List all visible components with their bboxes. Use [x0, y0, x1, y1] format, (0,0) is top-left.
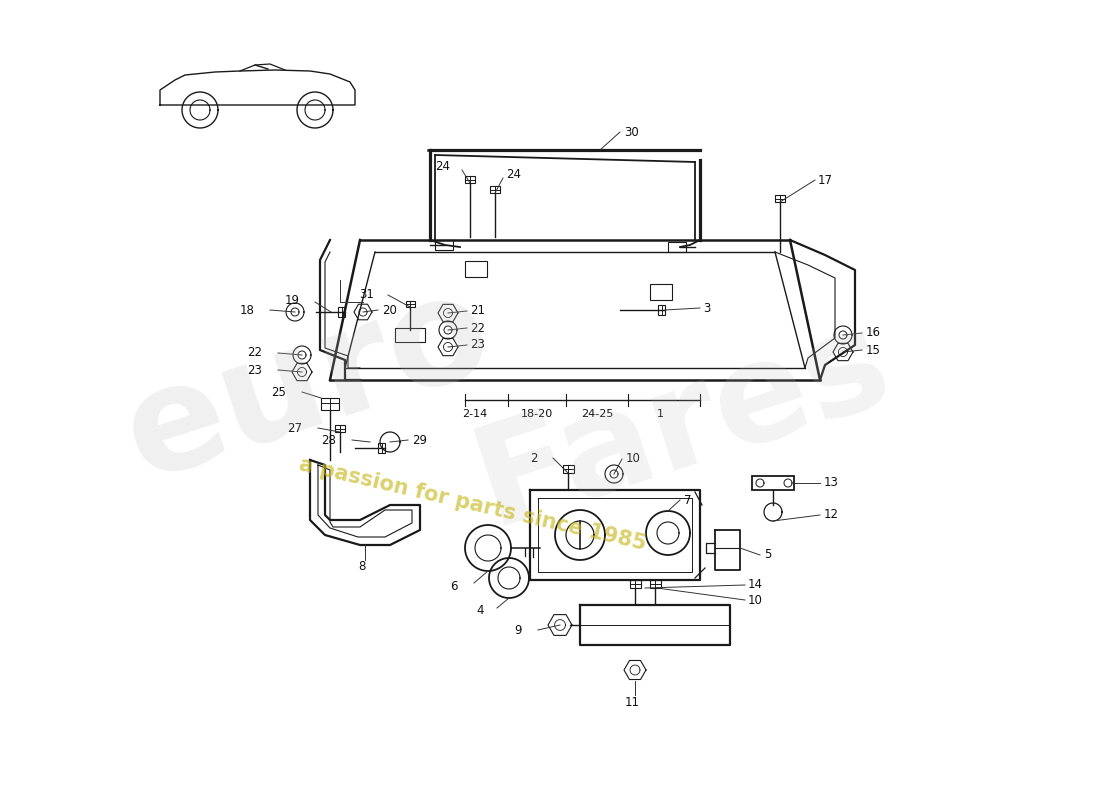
Text: 25: 25	[271, 386, 286, 398]
Text: 18-20: 18-20	[521, 409, 553, 419]
Text: 24: 24	[506, 169, 521, 182]
Bar	[650, 284, 672, 300]
Text: 3: 3	[703, 302, 711, 314]
Text: 9: 9	[515, 623, 522, 637]
Bar	[406, 301, 415, 307]
Bar	[649, 580, 660, 588]
Bar	[321, 398, 339, 410]
Text: 6: 6	[451, 581, 458, 594]
Bar	[629, 580, 640, 588]
Text: 11: 11	[625, 695, 639, 709]
Text: 2: 2	[530, 451, 538, 465]
Text: 4: 4	[476, 605, 484, 618]
Text: 10: 10	[626, 453, 641, 466]
Bar	[752, 476, 794, 490]
Bar	[378, 443, 385, 453]
Text: 2-14: 2-14	[462, 409, 487, 419]
Bar	[776, 195, 785, 202]
Bar	[465, 261, 487, 277]
Text: 13: 13	[824, 477, 839, 490]
Text: 27: 27	[287, 422, 303, 434]
Bar	[668, 242, 686, 252]
Text: 14: 14	[748, 578, 763, 591]
Text: euro: euro	[108, 259, 508, 509]
Text: 22: 22	[470, 322, 485, 334]
Text: 18: 18	[240, 303, 255, 317]
Text: 30: 30	[624, 126, 639, 138]
Text: 23: 23	[248, 363, 262, 377]
Text: 17: 17	[818, 174, 833, 186]
Text: 15: 15	[866, 343, 881, 357]
Text: 20: 20	[382, 303, 397, 317]
Text: 29: 29	[412, 434, 427, 446]
Text: 19: 19	[285, 294, 300, 306]
Text: 23: 23	[470, 338, 485, 351]
Text: 21: 21	[470, 305, 485, 318]
Bar	[658, 305, 666, 315]
Text: 16: 16	[866, 326, 881, 339]
Bar	[465, 176, 475, 183]
Text: 24: 24	[434, 161, 450, 174]
Text: 7: 7	[684, 494, 692, 506]
Bar	[434, 240, 453, 250]
Text: a passion for parts since 1985: a passion for parts since 1985	[297, 454, 649, 554]
Bar	[490, 186, 500, 193]
Text: 1: 1	[657, 409, 663, 419]
Bar	[395, 328, 425, 342]
Text: 10: 10	[748, 594, 763, 606]
Text: Fares: Fares	[459, 294, 905, 554]
Text: 28: 28	[321, 434, 336, 446]
Text: 22: 22	[248, 346, 262, 359]
Text: 5: 5	[764, 549, 771, 562]
Text: 12: 12	[824, 509, 839, 522]
Bar	[336, 425, 345, 432]
Text: 31: 31	[359, 289, 374, 302]
Bar	[338, 307, 345, 317]
Text: 24-25: 24-25	[581, 409, 613, 419]
Bar	[562, 466, 573, 473]
Text: 8: 8	[359, 559, 365, 573]
